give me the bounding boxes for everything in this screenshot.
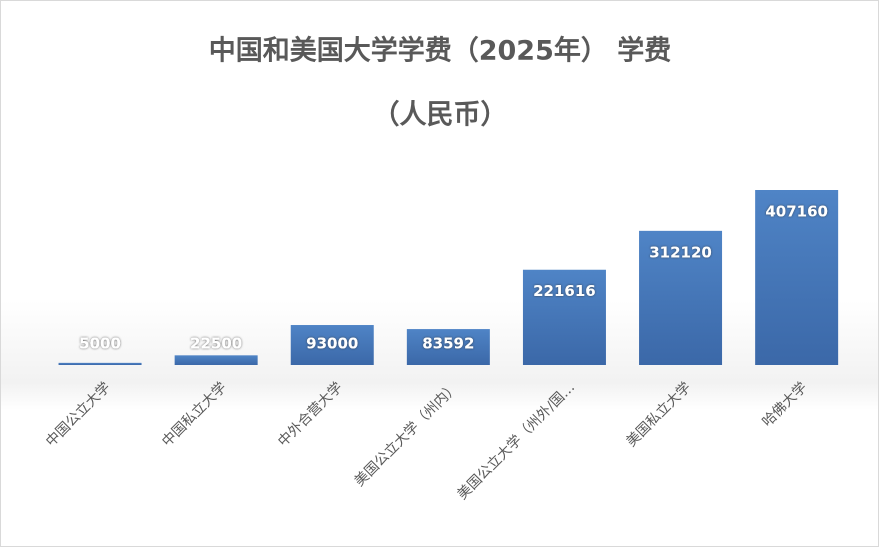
value-label: 83592 xyxy=(422,335,474,353)
bar xyxy=(639,230,723,365)
value-label: 93000 xyxy=(306,335,358,353)
bar xyxy=(58,362,142,365)
value-label: 221616 xyxy=(533,282,596,300)
value-label: 22500 xyxy=(190,335,242,353)
bar xyxy=(290,325,374,365)
bar xyxy=(755,190,839,365)
chart-title: 中国和美国大学学费（2025年） 学费 xyxy=(209,35,672,67)
chart-title: （人民币） xyxy=(373,100,508,131)
bar xyxy=(174,355,258,365)
bar xyxy=(406,329,490,365)
value-label: 312120 xyxy=(649,243,712,261)
bar xyxy=(522,269,606,365)
value-label: 407160 xyxy=(765,203,828,221)
value-label: 5000 xyxy=(79,335,121,353)
